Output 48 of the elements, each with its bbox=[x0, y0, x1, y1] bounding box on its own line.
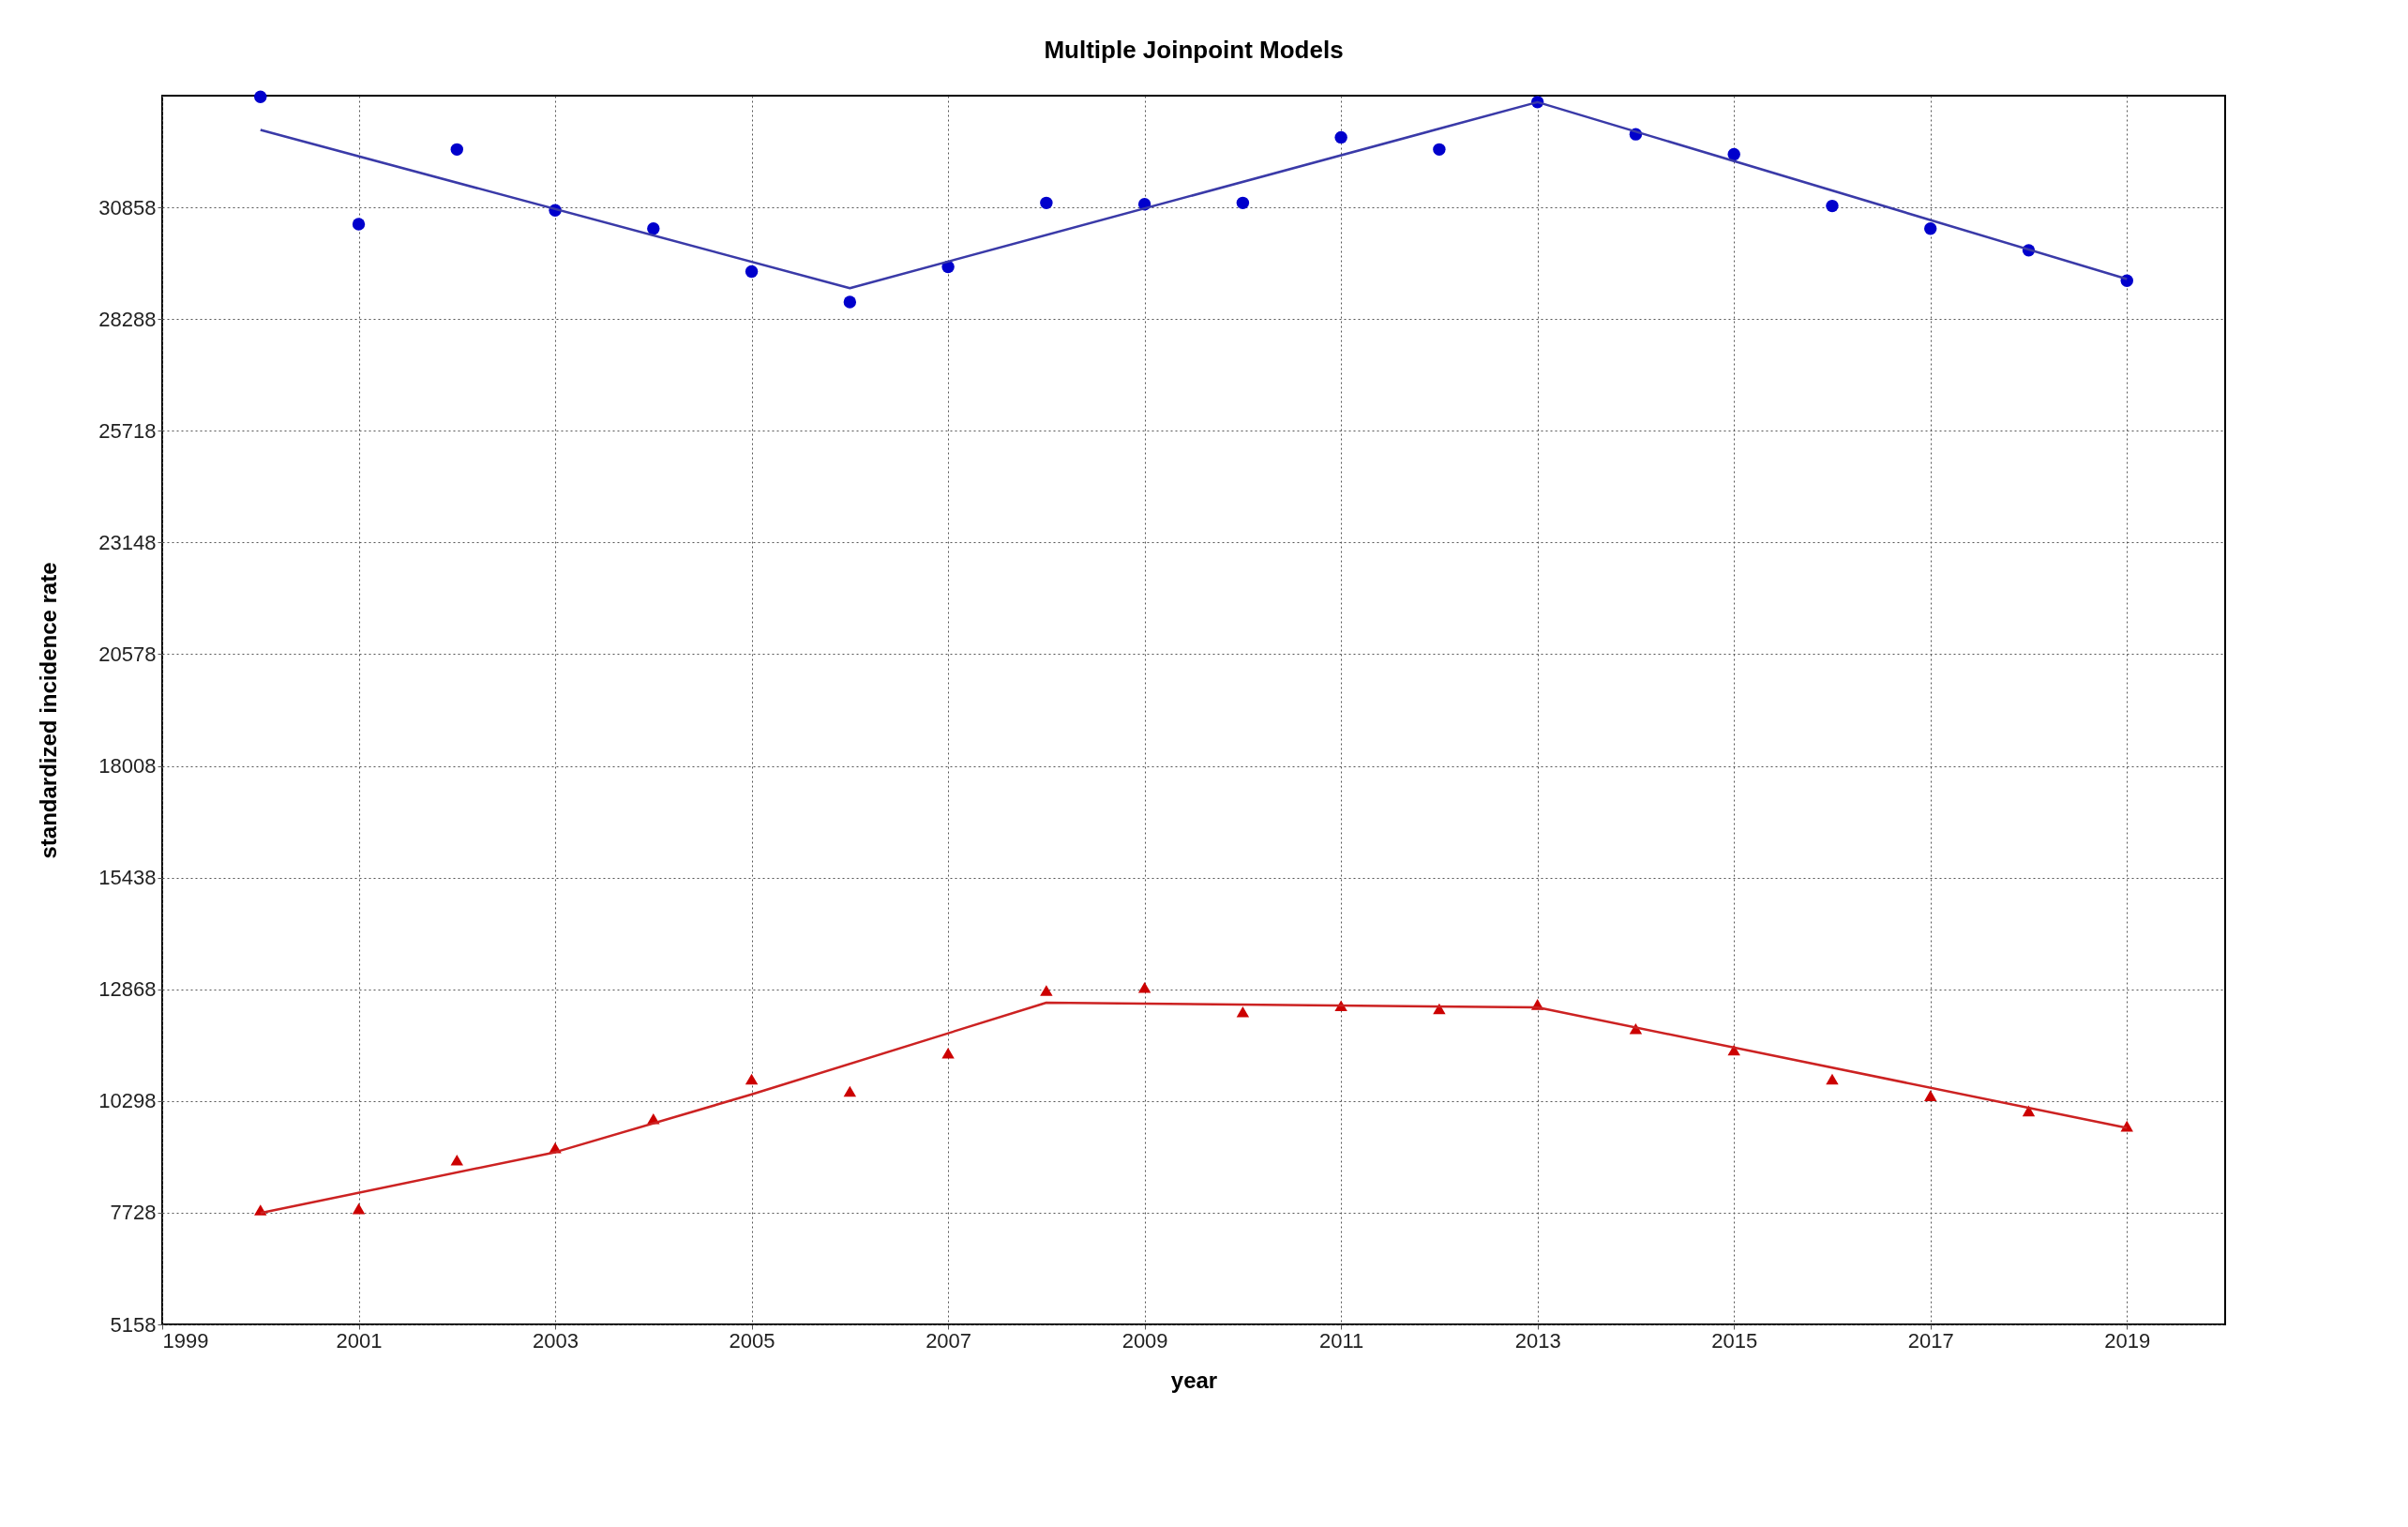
point bbox=[1924, 222, 1937, 235]
y-tick-label: 20578 bbox=[98, 642, 157, 666]
y-axis-title: standardized incidence rate bbox=[36, 562, 62, 859]
point bbox=[1236, 196, 1250, 210]
y-tick-label: 10298 bbox=[98, 1089, 157, 1113]
point bbox=[352, 218, 366, 231]
point bbox=[941, 1047, 955, 1059]
y-tick-label: 28288 bbox=[98, 307, 157, 331]
point bbox=[843, 1085, 857, 1097]
x-tick-label: 2013 bbox=[1514, 1328, 1561, 1353]
x-tick-label: 2015 bbox=[1711, 1328, 1758, 1353]
point bbox=[1826, 1073, 1839, 1085]
point bbox=[1727, 147, 1740, 161]
y-tick-label: 25718 bbox=[98, 418, 157, 443]
y-tick-label: 15438 bbox=[98, 866, 157, 890]
x-tick-label: 1999 bbox=[162, 1328, 209, 1353]
point bbox=[1040, 196, 1053, 210]
point bbox=[352, 1202, 366, 1215]
x-axis-title: year bbox=[1170, 1367, 1218, 1393]
x-tick-label: 2019 bbox=[2104, 1328, 2151, 1353]
point bbox=[1334, 130, 1347, 144]
y-tick-label: 12868 bbox=[98, 977, 157, 1002]
point bbox=[745, 1073, 759, 1085]
point bbox=[1826, 199, 1839, 213]
point bbox=[1924, 1090, 1937, 1101]
point bbox=[450, 1154, 463, 1166]
point bbox=[745, 265, 759, 279]
point bbox=[647, 222, 660, 235]
x-tick-label: 2007 bbox=[926, 1328, 972, 1353]
point bbox=[1236, 1005, 1250, 1018]
x-tick-label: 2005 bbox=[729, 1328, 775, 1353]
y-tick-label: 30858 bbox=[98, 195, 157, 219]
x-tick-label: 2011 bbox=[1318, 1328, 1364, 1353]
point bbox=[254, 90, 267, 103]
x-tick-label: 2001 bbox=[336, 1328, 383, 1353]
point bbox=[843, 295, 857, 309]
x-tick-label: 2003 bbox=[533, 1328, 579, 1353]
point bbox=[1137, 981, 1151, 993]
x-tick-label: 2009 bbox=[1121, 1328, 1168, 1353]
y-tick-label: 7728 bbox=[110, 1201, 157, 1225]
point bbox=[1040, 985, 1053, 996]
y-tick-label: 18008 bbox=[98, 754, 157, 779]
point bbox=[450, 143, 463, 157]
chart-title: Multiple Joinpoint Models bbox=[1044, 35, 1344, 64]
x-tick-label: 2017 bbox=[1907, 1328, 1954, 1353]
y-tick-label: 23148 bbox=[98, 530, 157, 554]
point bbox=[1433, 143, 1446, 157]
y-tick-label: 5158 bbox=[110, 1312, 157, 1337]
